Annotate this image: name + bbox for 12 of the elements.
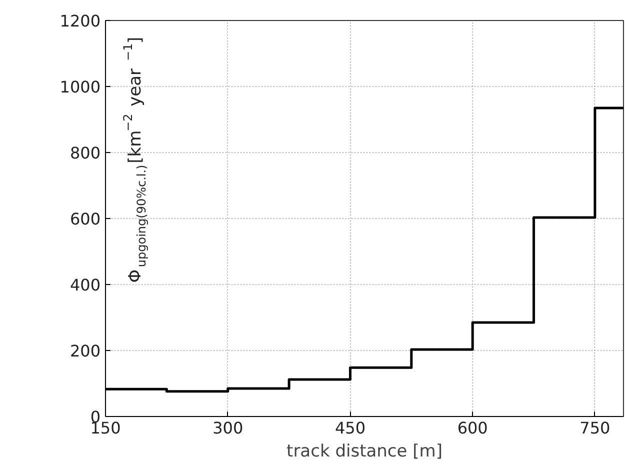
x-tick-label: 300 [212,418,244,438]
y-tick-label: 600 [70,210,101,228]
y-tick-label: 1000 [60,78,100,96]
y-axis-title: Φupgoing(90%c.l.)[km−2 year−1] [121,36,148,283]
y-tick-label: 800 [70,144,101,162]
x-axis-title: track distance [m] [286,442,442,462]
x-tick-label: 750 [580,418,610,438]
y-tick-label: 200 [70,342,101,360]
x-tick-label: 600 [457,418,488,438]
y-tick-label: 1200 [60,12,100,30]
y-tick-label: 400 [70,276,101,294]
x-tick-label: 450 [334,418,366,438]
